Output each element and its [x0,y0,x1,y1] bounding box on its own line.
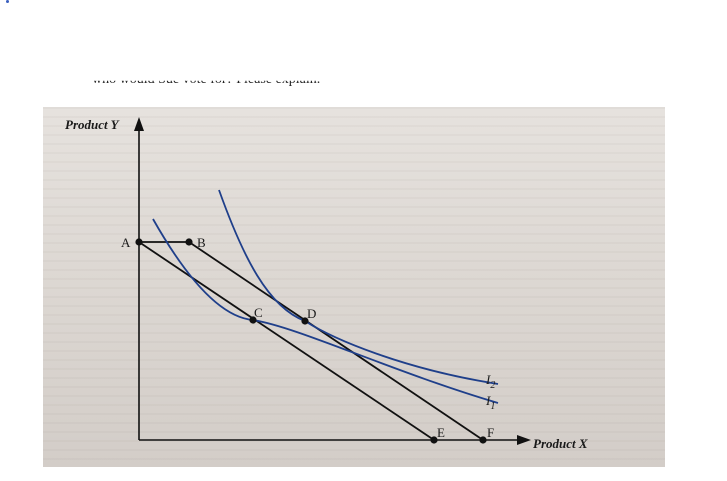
indifference-curve-i1 [152,218,499,404]
point-d-marker [301,317,309,325]
point-a-label: A [121,235,131,250]
x-axis-label: Product X [533,436,588,451]
y-axis-arrow [134,117,144,131]
budget-line-bf [188,241,484,441]
indifference-curve-diagram: Product Y Product X A B C D E F I2 I1 [65,117,588,451]
point-b-marker [185,238,193,246]
corner-mark [6,0,9,3]
budget-line-ae [138,241,435,441]
x-axis-arrow [517,435,531,445]
point-e-marker [430,436,438,444]
point-a-marker [135,238,143,246]
point-f-label: F [487,425,494,440]
point-d-label: D [307,306,316,321]
y-axis-label: Product Y [65,117,120,132]
point-f-marker [479,436,487,444]
curve-i2-label: I2 [485,372,495,391]
point-e-label: E [437,425,445,440]
diagram-photo: Product Y Product X A B C D E F I2 I1 [43,107,665,467]
point-c-label: C [254,305,263,320]
point-c-marker [249,316,257,324]
curve-i1-label: I1 [485,393,495,412]
point-b-label: B [197,235,206,250]
cropped-question-text: who would Sue vote for? Please explain. [92,72,321,87]
